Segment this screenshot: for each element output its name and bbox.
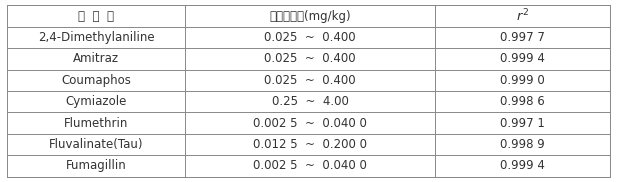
Text: 검량선범위(mg/kg): 검량선범위(mg/kg) xyxy=(269,10,351,23)
Text: 0.997 1: 0.997 1 xyxy=(500,117,545,130)
Text: 0.025  ~  0.400: 0.025 ~ 0.400 xyxy=(264,74,356,87)
Text: 0.999 0: 0.999 0 xyxy=(500,74,545,87)
Text: 0.025  ~  0.400: 0.025 ~ 0.400 xyxy=(264,52,356,65)
Text: 0.002 5  ~  0.040 0: 0.002 5 ~ 0.040 0 xyxy=(253,159,367,172)
Text: 0.25  ~  4.00: 0.25 ~ 4.00 xyxy=(271,95,349,108)
Text: 물  질  명: 물 질 명 xyxy=(78,10,114,23)
Text: 0.002 5  ~  0.040 0: 0.002 5 ~ 0.040 0 xyxy=(253,117,367,130)
Text: Amitraz: Amitraz xyxy=(73,52,119,65)
Text: 0.999 4: 0.999 4 xyxy=(500,52,545,65)
Text: 0.997 7: 0.997 7 xyxy=(500,31,545,44)
Text: Coumaphos: Coumaphos xyxy=(61,74,131,87)
Text: 0.025  ~  0.400: 0.025 ~ 0.400 xyxy=(264,31,356,44)
Text: Fumagillin: Fumagillin xyxy=(66,159,126,172)
Text: 0.999 4: 0.999 4 xyxy=(500,159,545,172)
Text: Fluvalinate(Tau): Fluvalinate(Tau) xyxy=(49,138,144,151)
Text: 2,4-Dimethylaniline: 2,4-Dimethylaniline xyxy=(38,31,154,44)
Text: 0.998 9: 0.998 9 xyxy=(500,138,545,151)
Text: Cymiazole: Cymiazole xyxy=(65,95,127,108)
Text: Flumethrin: Flumethrin xyxy=(64,117,128,130)
Text: $r^{2}$: $r^{2}$ xyxy=(516,8,529,24)
Text: 0.012 5  ~  0.200 0: 0.012 5 ~ 0.200 0 xyxy=(253,138,367,151)
Text: 0.998 6: 0.998 6 xyxy=(500,95,545,108)
